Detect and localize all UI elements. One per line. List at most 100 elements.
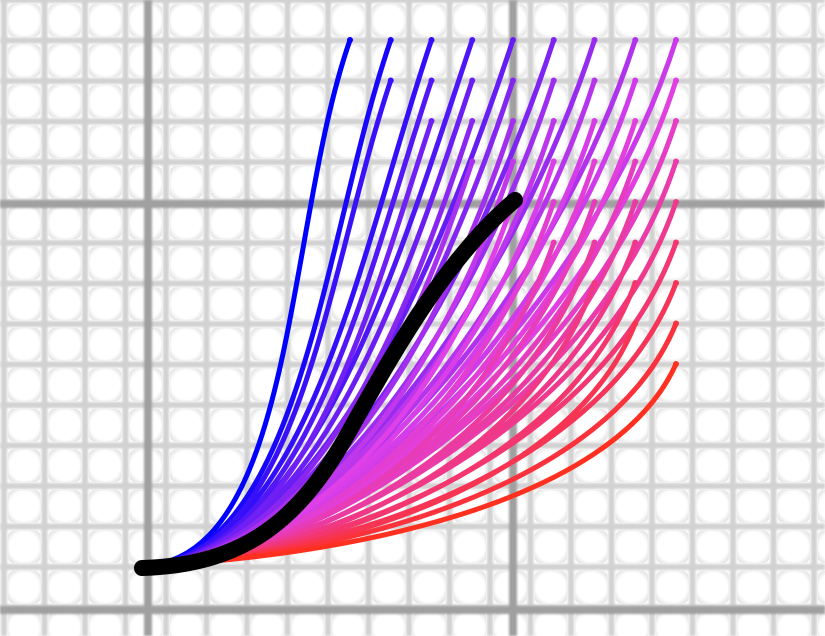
grid-cell [48, 490, 81, 523]
grid-cell [737, 206, 770, 239]
grid-cell [818, 611, 825, 636]
grid-cell [737, 611, 770, 636]
grid-cell [737, 44, 770, 77]
grid-cell [89, 44, 122, 77]
grid-cell [372, 611, 405, 636]
grid-cell [737, 530, 770, 563]
grid-cell [251, 328, 284, 361]
fan-curve-endpoint [469, 158, 476, 165]
fan-curve-endpoint [591, 158, 598, 165]
grid-cell [372, 571, 405, 604]
grid-cell [413, 611, 446, 636]
grid-cell [696, 368, 729, 401]
grid-cell [89, 206, 122, 239]
grid-cell [48, 4, 81, 37]
fan-curve-endpoint [673, 118, 679, 124]
grid-cell [170, 368, 203, 401]
grid-cell [696, 571, 729, 604]
grid-cell [696, 85, 729, 118]
grid-cell [170, 409, 203, 442]
grid-cell [696, 490, 729, 523]
grid-cell [737, 125, 770, 158]
grid-cell [8, 490, 41, 523]
fan-curve-endpoint [550, 37, 557, 43]
grid-cell [210, 449, 243, 482]
grid-cell [89, 85, 122, 118]
fan-curve-endpoint [591, 239, 598, 246]
grid-cell [818, 44, 825, 77]
grid-cell [696, 611, 729, 636]
grid-cell [615, 490, 648, 523]
grid-cell [210, 247, 243, 280]
grid-cell [291, 85, 324, 118]
grid-cell [170, 611, 203, 636]
fan-curve-endpoint [428, 77, 435, 84]
grid-cell [777, 368, 810, 401]
grid-cell [8, 4, 41, 37]
grid-cell [89, 247, 122, 280]
grid-cell [737, 287, 770, 320]
fan-curve-endpoint [550, 199, 557, 205]
fan-curve-endpoint [550, 239, 557, 246]
grid-cell [8, 328, 41, 361]
grid-cell [48, 125, 81, 158]
grid-cell [575, 490, 608, 523]
grid-cell [534, 530, 567, 563]
grid-cell [8, 206, 41, 239]
fan-curve [142, 361, 679, 569]
grid-cell [48, 571, 81, 604]
fan-curve-endpoint [673, 239, 679, 246]
grid-cell [8, 287, 41, 320]
fan-curve-endpoint [632, 320, 639, 327]
grid-cell [8, 530, 41, 563]
grid-cell [170, 85, 203, 118]
grid-cell [210, 611, 243, 636]
fan-curve-endpoint [550, 77, 557, 84]
grid-cell [332, 611, 365, 636]
grid-cell [615, 449, 648, 482]
fan-curve [142, 78, 394, 569]
grid-cell [777, 287, 810, 320]
grid-cell [210, 125, 243, 158]
grid-cell [453, 4, 486, 37]
fan-curve-endpoint [632, 239, 639, 246]
grid-cell [413, 571, 446, 604]
fan-curve-endpoint [673, 361, 679, 367]
grid-cell [413, 530, 446, 563]
grid-cell [48, 85, 81, 118]
grid-cell [453, 611, 486, 636]
grid-cell [696, 125, 729, 158]
fan-curve-endpoint [428, 118, 435, 124]
grid-cell [575, 611, 608, 636]
grid-cell [696, 287, 729, 320]
grid-cell [48, 368, 81, 401]
grid-cell [170, 449, 203, 482]
grid-cell [8, 409, 41, 442]
grid-cell [696, 328, 729, 361]
grid-cell [210, 571, 243, 604]
grid-cell [696, 166, 729, 199]
grid-cell [777, 125, 810, 158]
grid-cell [251, 571, 284, 604]
grid-cell [170, 4, 203, 37]
fan-curve-endpoint [428, 37, 435, 43]
grid-cell [818, 287, 825, 320]
grid-cell [656, 530, 689, 563]
fan-curve-endpoint [591, 199, 598, 205]
grid-cell [251, 247, 284, 280]
fan-curve-endpoint [632, 199, 639, 205]
grid-cell [170, 328, 203, 361]
grid-cell [737, 409, 770, 442]
grid-cell [696, 44, 729, 77]
grid-cell [89, 368, 122, 401]
grid-cell [8, 247, 41, 280]
grid-cell [615, 530, 648, 563]
grid-cell [170, 490, 203, 523]
grid-cell [48, 530, 81, 563]
grid-cell [737, 368, 770, 401]
fan-curve-endpoint [632, 158, 639, 165]
grid-cell [818, 166, 825, 199]
grid-cell [777, 611, 810, 636]
grid-cell [291, 287, 324, 320]
grid-cell [48, 328, 81, 361]
